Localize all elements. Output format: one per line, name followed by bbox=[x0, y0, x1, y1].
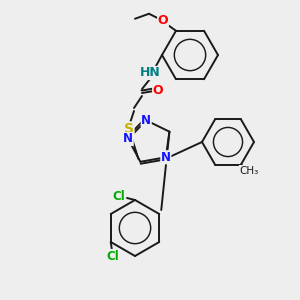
Text: N: N bbox=[123, 132, 133, 146]
Text: O: O bbox=[158, 14, 168, 27]
Text: N: N bbox=[141, 114, 151, 127]
Text: S: S bbox=[124, 122, 134, 136]
Text: O: O bbox=[153, 85, 163, 98]
Text: N: N bbox=[161, 151, 171, 164]
Text: Cl: Cl bbox=[106, 250, 119, 262]
Text: CH₃: CH₃ bbox=[239, 166, 259, 176]
Text: HN: HN bbox=[140, 67, 160, 80]
Text: Cl: Cl bbox=[112, 190, 125, 202]
